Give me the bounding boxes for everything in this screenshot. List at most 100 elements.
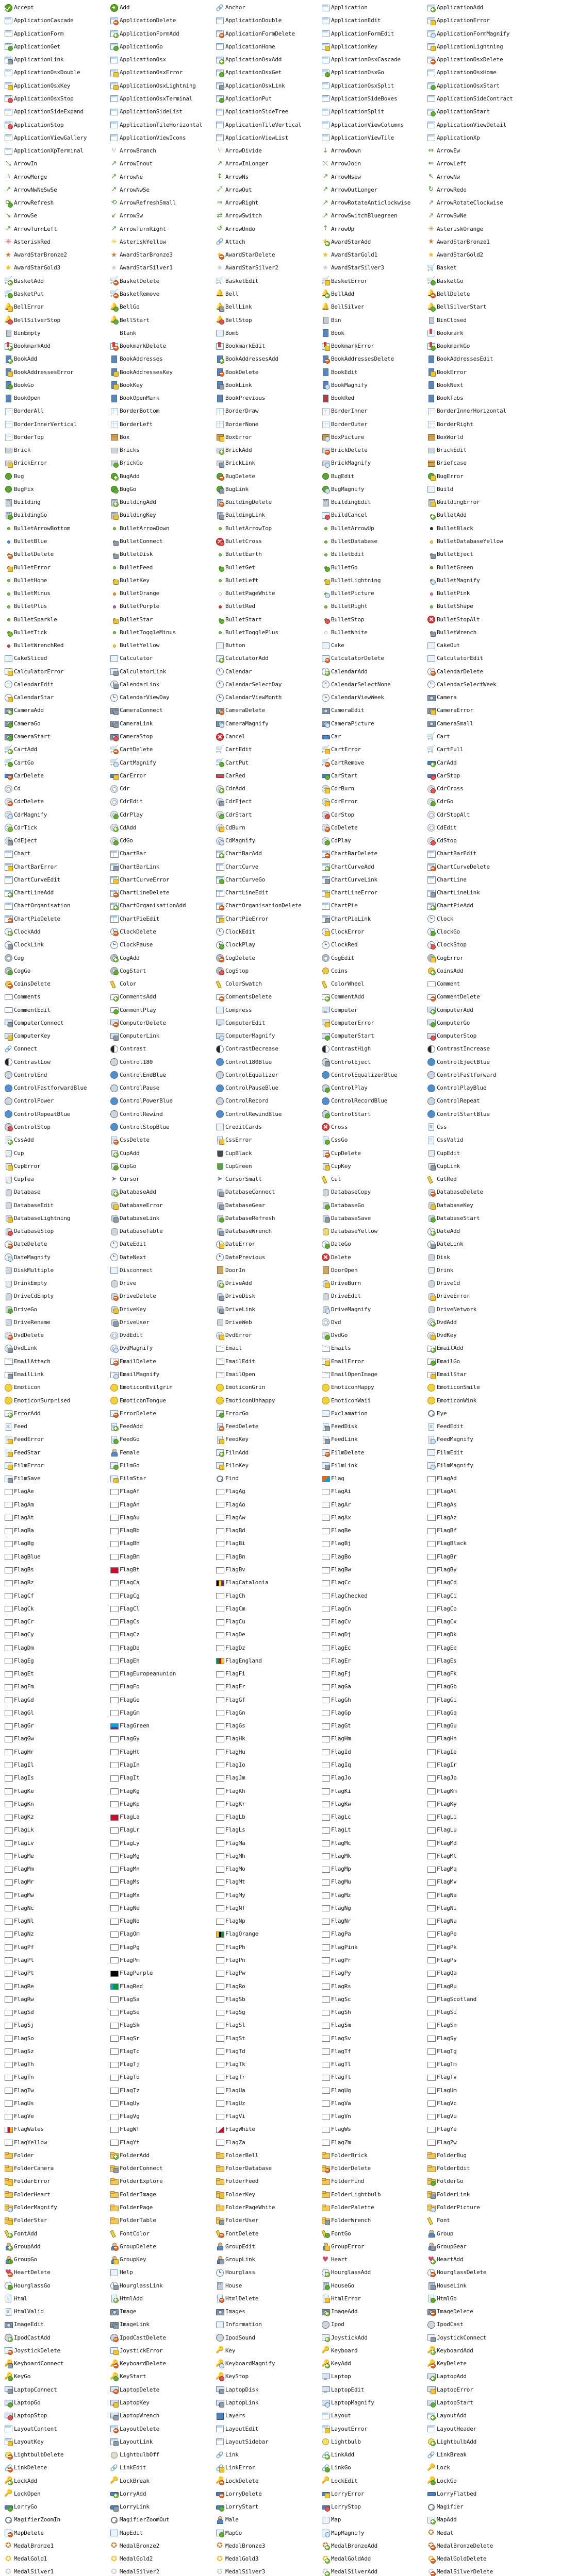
- icon-entry[interactable]: ApplicationViewTile: [321, 131, 427, 144]
- icon-entry[interactable]: FlagEg: [4, 1654, 110, 1667]
- icon-entry[interactable]: FolderPicture: [427, 2201, 533, 2214]
- icon-entry[interactable]: LorryFlatbed: [427, 2487, 533, 2500]
- icon-entry[interactable]: DatabaseSave: [321, 1212, 427, 1225]
- icon-entry[interactable]: FlagSi: [427, 2006, 533, 2019]
- icon-entry[interactable]: ControlEqualizer: [216, 1069, 321, 1081]
- icon-entry[interactable]: FlagCu: [216, 1615, 321, 1628]
- icon-entry[interactable]: ChartPieDelete: [4, 912, 110, 925]
- icon-entry[interactable]: FlagPe: [427, 1927, 533, 1940]
- icon-entry[interactable]: FlagTc: [110, 2045, 216, 2058]
- icon-entry[interactable]: BorderTop: [4, 431, 110, 444]
- icon-entry[interactable]: CameraAdd: [4, 704, 110, 717]
- icon-entry[interactable]: DriveWeb: [216, 1316, 321, 1329]
- icon-entry[interactable]: FlagMn: [110, 1862, 216, 1875]
- icon-entry[interactable]: ApplicationOsxLink: [216, 79, 321, 92]
- icon-entry[interactable]: FlagPink: [321, 1941, 427, 1954]
- icon-entry[interactable]: CommentAdd: [321, 990, 427, 1003]
- icon-entry[interactable]: FlagEr: [321, 1654, 427, 1667]
- icon-entry[interactable]: FlagKe: [4, 1784, 110, 1797]
- icon-entry[interactable]: ⟳ArrowRefresh: [4, 196, 110, 209]
- icon-entry[interactable]: FeedMagnify: [427, 1433, 533, 1446]
- icon-entry[interactable]: CameraDelete: [216, 704, 321, 717]
- icon-entry[interactable]: FlagRs: [321, 1979, 427, 1992]
- icon-entry[interactable]: FlagGa: [321, 1680, 427, 1693]
- icon-entry[interactable]: 🛒CartGo: [4, 756, 110, 769]
- icon-entry[interactable]: ★ AwardStarGold2: [427, 248, 533, 261]
- icon-entry[interactable]: BookmarkError: [321, 340, 427, 352]
- icon-entry[interactable]: ApplicationTileHorizontal: [110, 118, 216, 131]
- icon-entry[interactable]: ApplicationOsxLightning: [110, 79, 216, 92]
- icon-entry[interactable]: Bin: [321, 313, 427, 326]
- icon-entry[interactable]: BulletBlack: [427, 522, 533, 535]
- icon-entry[interactable]: FlagUs: [4, 2097, 110, 2110]
- icon-entry[interactable]: FlagCr: [4, 1615, 110, 1628]
- icon-entry[interactable]: ControlEqualizerBlue: [321, 1069, 427, 1081]
- icon-entry[interactable]: DvdEdit: [110, 1329, 216, 1342]
- icon-entry[interactable]: Building: [4, 496, 110, 509]
- icon-entry[interactable]: FlagTn: [4, 2071, 110, 2083]
- icon-entry[interactable]: ColorSwatch: [216, 977, 321, 990]
- icon-entry[interactable]: Cog: [4, 951, 110, 964]
- icon-entry[interactable]: FlagDo: [110, 1641, 216, 1654]
- icon-entry[interactable]: BrickMagnify: [321, 456, 427, 469]
- icon-entry[interactable]: ApplicationLightning: [427, 40, 533, 53]
- icon-entry[interactable]: FlagVn: [321, 2110, 427, 2123]
- icon-entry[interactable]: CameraLink: [110, 717, 216, 730]
- icon-entry[interactable]: ChartBarDelete: [321, 847, 427, 860]
- icon-entry[interactable]: ⟲ ArrowRefreshSmall: [110, 196, 216, 209]
- icon-entry[interactable]: BulletArrowUp: [321, 522, 427, 535]
- icon-entry[interactable]: ApplicationGo: [110, 40, 216, 53]
- icon-entry[interactable]: FlagLr: [110, 1823, 216, 1836]
- icon-entry[interactable]: BugAdd: [110, 470, 216, 483]
- icon-entry[interactable]: FlagQa: [427, 1967, 533, 1979]
- icon-entry[interactable]: LorryGo: [4, 2500, 110, 2513]
- icon-entry[interactable]: BuildingDelete: [216, 496, 321, 509]
- icon-entry[interactable]: FlagHn: [427, 1732, 533, 1745]
- icon-entry[interactable]: CalendarViewWeek: [321, 691, 427, 704]
- icon-entry[interactable]: CarStop: [427, 769, 533, 782]
- icon-entry[interactable]: FlagBn: [216, 1550, 321, 1563]
- icon-entry[interactable]: FlagWales: [4, 2123, 110, 2136]
- icon-entry[interactable]: ApplicationOsxDouble: [4, 66, 110, 79]
- icon-entry[interactable]: ControlFastforwardBlue: [4, 1081, 110, 1094]
- icon-entry[interactable]: 🔑 LockOpen: [4, 2487, 110, 2500]
- icon-entry[interactable]: FlagJm: [216, 1771, 321, 1784]
- icon-entry[interactable]: CalculatorLink: [110, 665, 216, 678]
- icon-entry[interactable]: ApplicationFormEdit: [321, 27, 427, 40]
- icon-entry[interactable]: ⇐ ArrowLeft: [427, 157, 533, 170]
- icon-entry[interactable]: ✪ MedalGold2: [110, 2552, 216, 2565]
- icon-entry[interactable]: BulletStopAlt: [427, 613, 533, 625]
- icon-entry[interactable]: EmoticonTongue: [110, 1394, 216, 1406]
- icon-entry[interactable]: DvdLink: [4, 1342, 110, 1354]
- icon-entry[interactable]: FlagSk: [110, 2019, 216, 2031]
- icon-entry[interactable]: ApplicationDelete: [110, 14, 216, 27]
- icon-entry[interactable]: ↘ ArrowSe: [4, 209, 110, 222]
- icon-entry[interactable]: Delete: [321, 1251, 427, 1264]
- icon-entry[interactable]: FlagMx: [110, 1889, 216, 1902]
- icon-entry[interactable]: ↗ ArrowInout: [110, 157, 216, 170]
- icon-entry[interactable]: BorderDraw: [216, 404, 321, 417]
- icon-entry[interactable]: FlagFo: [110, 1680, 216, 1693]
- icon-entry[interactable]: CalendarDelete: [427, 665, 533, 678]
- icon-entry[interactable]: EmoticonWink: [427, 1394, 533, 1406]
- icon-entry[interactable]: CupError: [4, 1160, 110, 1173]
- icon-entry[interactable]: FlagTl: [321, 2058, 427, 2071]
- icon-entry[interactable]: ColorWheel: [321, 977, 427, 990]
- icon-entry[interactable]: ControlStopBlue: [110, 1121, 216, 1133]
- icon-entry[interactable]: ControlRepeatBlue: [4, 1108, 110, 1121]
- icon-entry[interactable]: Male: [216, 2513, 321, 2526]
- icon-entry[interactable]: FolderPage: [110, 2201, 216, 2214]
- icon-entry[interactable]: FolderExplore: [110, 2175, 216, 2188]
- icon-entry[interactable]: BulletHome: [4, 574, 110, 587]
- icon-entry[interactable]: FlagChecked: [321, 1589, 427, 1602]
- icon-entry[interactable]: ControlRepeat: [427, 1094, 533, 1107]
- icon-entry[interactable]: Disconnect: [110, 1264, 216, 1277]
- icon-entry[interactable]: FlagRw: [4, 1993, 110, 2006]
- icon-entry[interactable]: 🛒BasketError: [321, 275, 427, 287]
- icon-entry[interactable]: FlagGl: [4, 1706, 110, 1719]
- icon-entry[interactable]: Briefcase: [427, 456, 533, 469]
- icon-entry[interactable]: FlagYt: [110, 2136, 216, 2149]
- icon-entry[interactable]: FlagMl: [427, 1850, 533, 1862]
- icon-entry[interactable]: Cross: [321, 1121, 427, 1133]
- icon-entry[interactable]: FlagCa: [110, 1576, 216, 1589]
